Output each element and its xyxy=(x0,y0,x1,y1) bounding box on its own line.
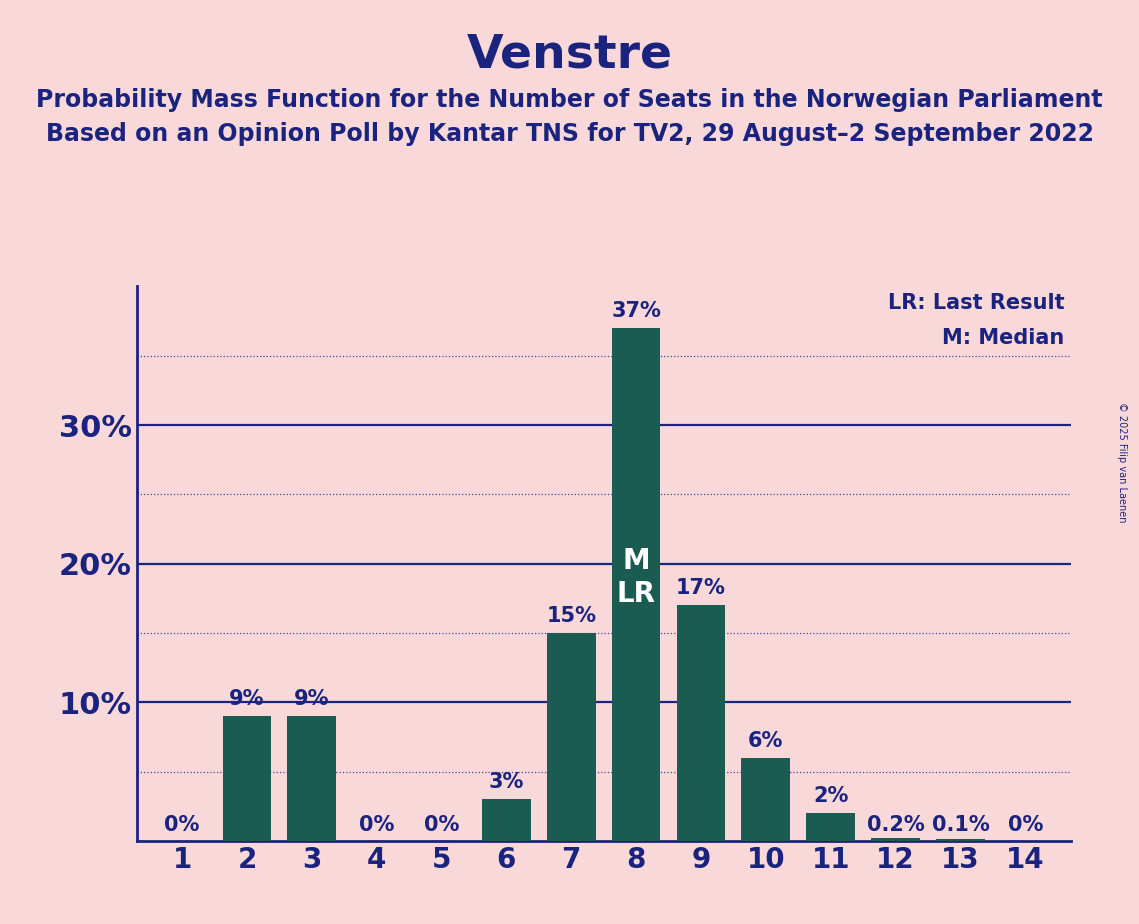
Text: M: Median: M: Median xyxy=(942,328,1064,348)
Text: 2%: 2% xyxy=(813,786,849,806)
Text: 6%: 6% xyxy=(748,731,784,750)
Bar xyxy=(547,633,596,841)
Text: 0%: 0% xyxy=(424,815,459,835)
Text: 9%: 9% xyxy=(294,689,329,710)
Text: 17%: 17% xyxy=(677,578,726,599)
Bar xyxy=(677,605,726,841)
Bar xyxy=(287,716,336,841)
Bar xyxy=(806,813,855,841)
Bar xyxy=(936,839,985,841)
Text: 0.1%: 0.1% xyxy=(932,815,990,835)
Text: 0.2%: 0.2% xyxy=(867,815,925,835)
Text: Venstre: Venstre xyxy=(467,32,672,78)
Text: M
LR: M LR xyxy=(616,547,656,608)
Text: 3%: 3% xyxy=(489,772,524,793)
Bar xyxy=(222,716,271,841)
Text: © 2025 Filip van Laenen: © 2025 Filip van Laenen xyxy=(1117,402,1126,522)
Text: 15%: 15% xyxy=(547,606,596,626)
Text: 9%: 9% xyxy=(229,689,264,710)
Bar xyxy=(741,758,790,841)
Bar xyxy=(612,328,661,841)
Text: LR: Last Result: LR: Last Result xyxy=(887,294,1064,313)
Text: Probability Mass Function for the Number of Seats in the Norwegian Parliament: Probability Mass Function for the Number… xyxy=(36,88,1103,112)
Bar xyxy=(871,838,920,841)
Bar xyxy=(482,799,531,841)
Text: 0%: 0% xyxy=(164,815,199,835)
Text: 0%: 0% xyxy=(1008,815,1043,835)
Text: Based on an Opinion Poll by Kantar TNS for TV2, 29 August–2 September 2022: Based on an Opinion Poll by Kantar TNS f… xyxy=(46,122,1093,146)
Text: 0%: 0% xyxy=(359,815,394,835)
Text: 37%: 37% xyxy=(612,301,661,322)
